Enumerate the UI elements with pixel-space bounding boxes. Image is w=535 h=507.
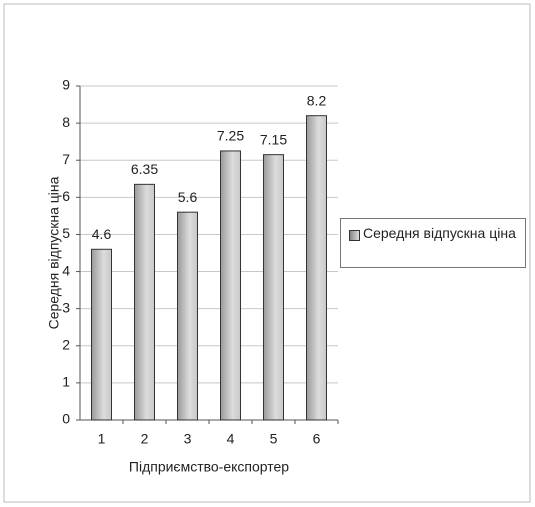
y-tick-label: 0 <box>62 411 70 427</box>
x-tick-label: 6 <box>313 431 321 447</box>
x-tick-label: 3 <box>184 431 192 447</box>
bar <box>134 183 155 421</box>
y-tick-label: 1 <box>62 374 70 390</box>
y-tick-label: 4 <box>62 262 70 278</box>
bar <box>263 154 284 421</box>
y-tick-label: 3 <box>62 299 70 315</box>
y-tick-label: 2 <box>62 336 70 352</box>
y-tick-label: 9 <box>62 77 70 93</box>
y-tick-label: 8 <box>62 114 70 130</box>
legend-label: Середня відпускна ціна <box>363 225 516 241</box>
data-label: 4.6 <box>92 226 112 242</box>
data-label: 6.35 <box>131 161 158 177</box>
data-label: 5.6 <box>178 189 198 205</box>
legend-key <box>349 230 360 241</box>
legend: Середня відпускна ціна <box>340 218 526 268</box>
y-tick-label: 6 <box>62 188 70 204</box>
chart-border <box>3 3 531 503</box>
x-tick-label: 2 <box>141 431 149 447</box>
x-tick-label: 4 <box>227 431 235 447</box>
x-tick-label: 1 <box>98 431 106 447</box>
data-label: 8.2 <box>307 92 327 108</box>
bar <box>220 150 241 421</box>
bar <box>91 248 112 421</box>
bar <box>177 211 198 421</box>
x-tick-label: 5 <box>270 431 278 447</box>
data-label: 7.25 <box>217 128 244 144</box>
y-tick-label: 7 <box>62 151 70 167</box>
x-axis-title: Підприємство-експортер <box>129 459 289 475</box>
y-axis-title: Середня відпускна ціна <box>46 176 62 329</box>
data-label: 7.15 <box>260 131 287 147</box>
bar <box>306 115 327 421</box>
y-tick-label: 5 <box>62 225 70 241</box>
